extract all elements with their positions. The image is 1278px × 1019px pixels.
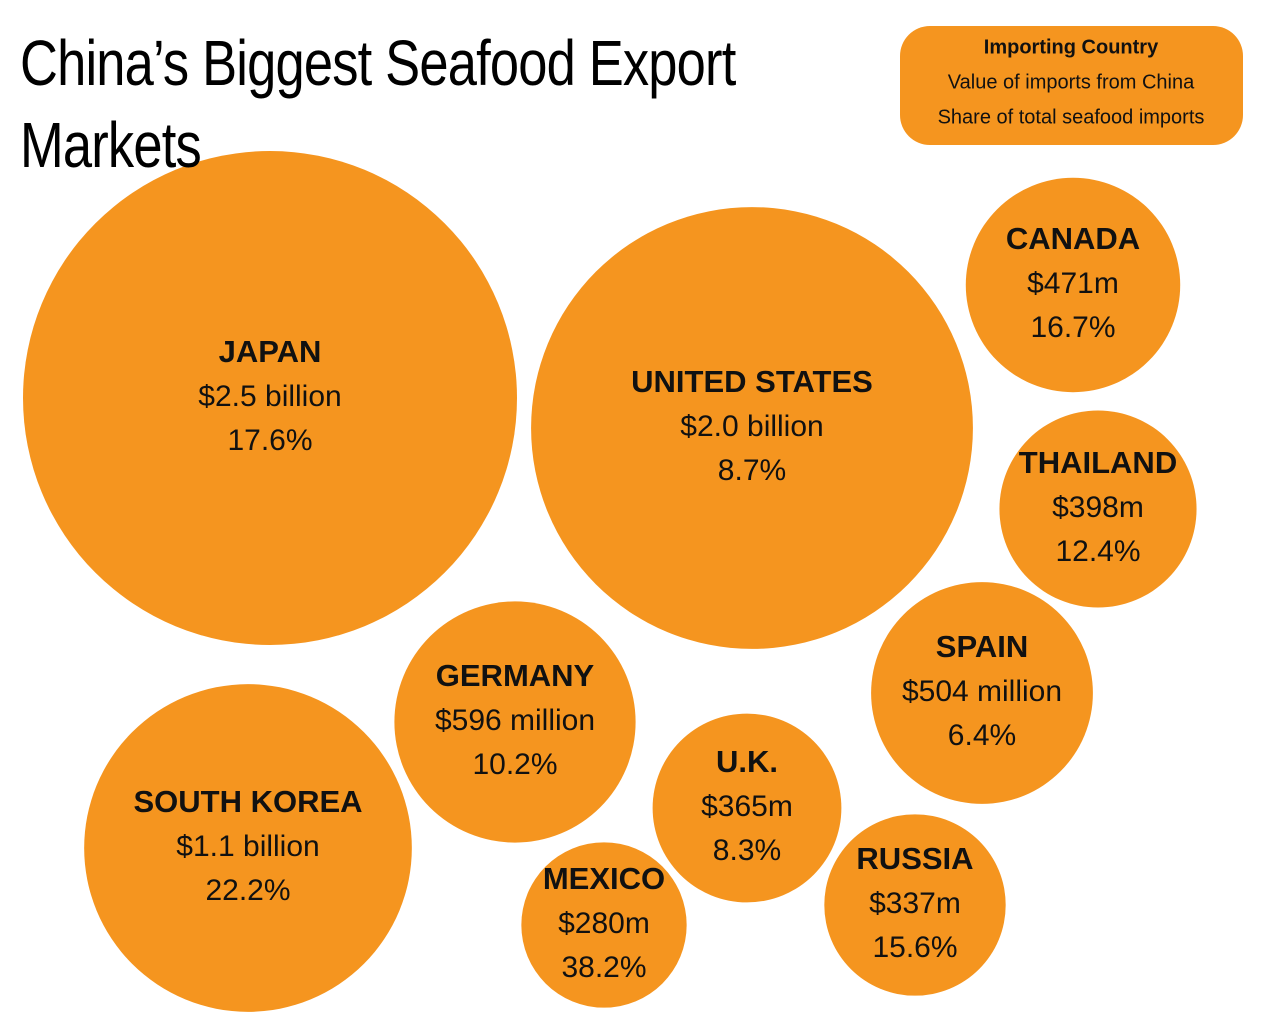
share-label: 16.7% xyxy=(1030,311,1115,344)
bubble xyxy=(999,410,1197,608)
legend-entry: Share of total seafood imports xyxy=(938,106,1205,128)
bubble xyxy=(871,582,1093,804)
share-label: 10.2% xyxy=(472,748,557,781)
value-label: $2.5 billion xyxy=(198,380,341,413)
share-label: 22.2% xyxy=(205,874,290,907)
share-label: 17.6% xyxy=(227,424,312,457)
country-label: THAILAND xyxy=(1019,445,1177,480)
country-label: CANADA xyxy=(1006,221,1140,256)
country-label: UNITED STATES xyxy=(631,364,873,399)
country-label: SOUTH KOREA xyxy=(133,784,362,819)
country-label: U.K. xyxy=(716,744,778,779)
country-label: RUSSIA xyxy=(856,841,973,876)
value-label: $280m xyxy=(558,907,650,940)
value-label: $337m xyxy=(869,887,961,920)
share-label: 12.4% xyxy=(1055,535,1140,568)
chart-title: China’s Biggest Seafood Export Markets xyxy=(20,27,736,181)
country-label: SPAIN xyxy=(936,629,1028,664)
bubble xyxy=(965,177,1181,393)
legend-title: Importing Country xyxy=(984,36,1159,58)
share-label: 8.7% xyxy=(718,454,786,487)
country-label: GERMANY xyxy=(436,658,595,693)
value-label: $596 million xyxy=(435,704,595,737)
bubble xyxy=(824,814,1006,996)
country-label: MEXICO xyxy=(543,861,665,896)
bubble xyxy=(394,601,636,843)
value-label: $1.1 billion xyxy=(176,830,319,863)
value-label: $471m xyxy=(1027,267,1119,300)
share-label: 38.2% xyxy=(561,951,646,984)
share-label: 15.6% xyxy=(872,931,957,964)
value-label: $398m xyxy=(1052,491,1144,524)
share-label: 8.3% xyxy=(713,834,781,867)
bubble xyxy=(84,684,412,1012)
value-label: $504 million xyxy=(902,675,1062,708)
country-label: JAPAN xyxy=(219,334,322,369)
bubble xyxy=(521,842,687,1008)
value-label: $2.0 billion xyxy=(680,410,823,443)
bubble xyxy=(531,207,973,649)
legend-box xyxy=(900,26,1243,145)
share-label: 6.4% xyxy=(948,719,1016,752)
legend-entry: Value of imports from China xyxy=(948,71,1195,93)
bubble xyxy=(23,151,517,645)
value-label: $365m xyxy=(701,790,793,823)
bubble xyxy=(652,713,842,903)
